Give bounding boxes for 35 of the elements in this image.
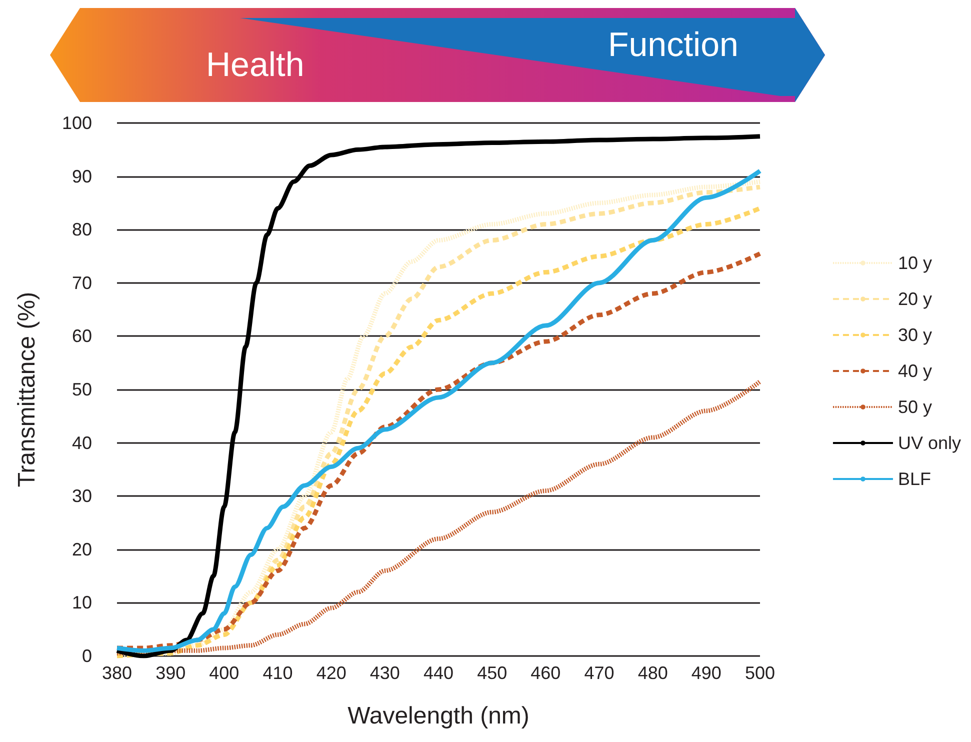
x-tick-label: 470: [584, 663, 614, 683]
legend-label: 20 y: [898, 289, 932, 309]
y-tick-label: 90: [72, 166, 92, 186]
legend-label: 50 y: [898, 397, 932, 417]
y-tick-label: 80: [72, 220, 92, 240]
x-tick-label: 420: [316, 663, 346, 683]
y-tick-label: 60: [72, 326, 92, 346]
x-tick-label: 390: [156, 663, 186, 683]
text: Health: [206, 46, 304, 85]
x-tick-label: 430: [370, 663, 400, 683]
legend-label: 30 y: [898, 325, 932, 345]
y-tick-label: 50: [72, 380, 92, 400]
y-tick-label: 30: [72, 486, 92, 506]
y-tick-label: 20: [72, 539, 92, 560]
y-tick-label: 100: [62, 113, 92, 133]
y-tick-label: 10: [72, 592, 92, 613]
legend-label: UV only: [898, 433, 962, 453]
y-tick-label: 40: [72, 432, 92, 453]
x-tick-label: 490: [691, 663, 722, 683]
x-tick-label: 450: [477, 663, 508, 683]
y-axis-title: Transmittance (%): [14, 292, 40, 488]
x-tick-label: 460: [530, 663, 561, 683]
x-tick-label: 500: [744, 663, 776, 683]
x-tick-label: 410: [262, 663, 293, 683]
legend-label: BLF: [898, 469, 931, 489]
legend-label: 40 y: [898, 361, 932, 381]
x-axis-title: Wavelength (nm): [348, 702, 530, 730]
x-tick-label: 380: [102, 663, 132, 683]
text: Function: [608, 26, 738, 65]
y-tick-label: 70: [72, 272, 92, 293]
legend-label: 10 y: [898, 253, 932, 273]
y-tick-label: 0: [82, 646, 92, 666]
x-tick-label: 480: [638, 663, 668, 683]
x-tick-label: 400: [209, 663, 240, 683]
x-tick-label: 440: [423, 663, 454, 683]
